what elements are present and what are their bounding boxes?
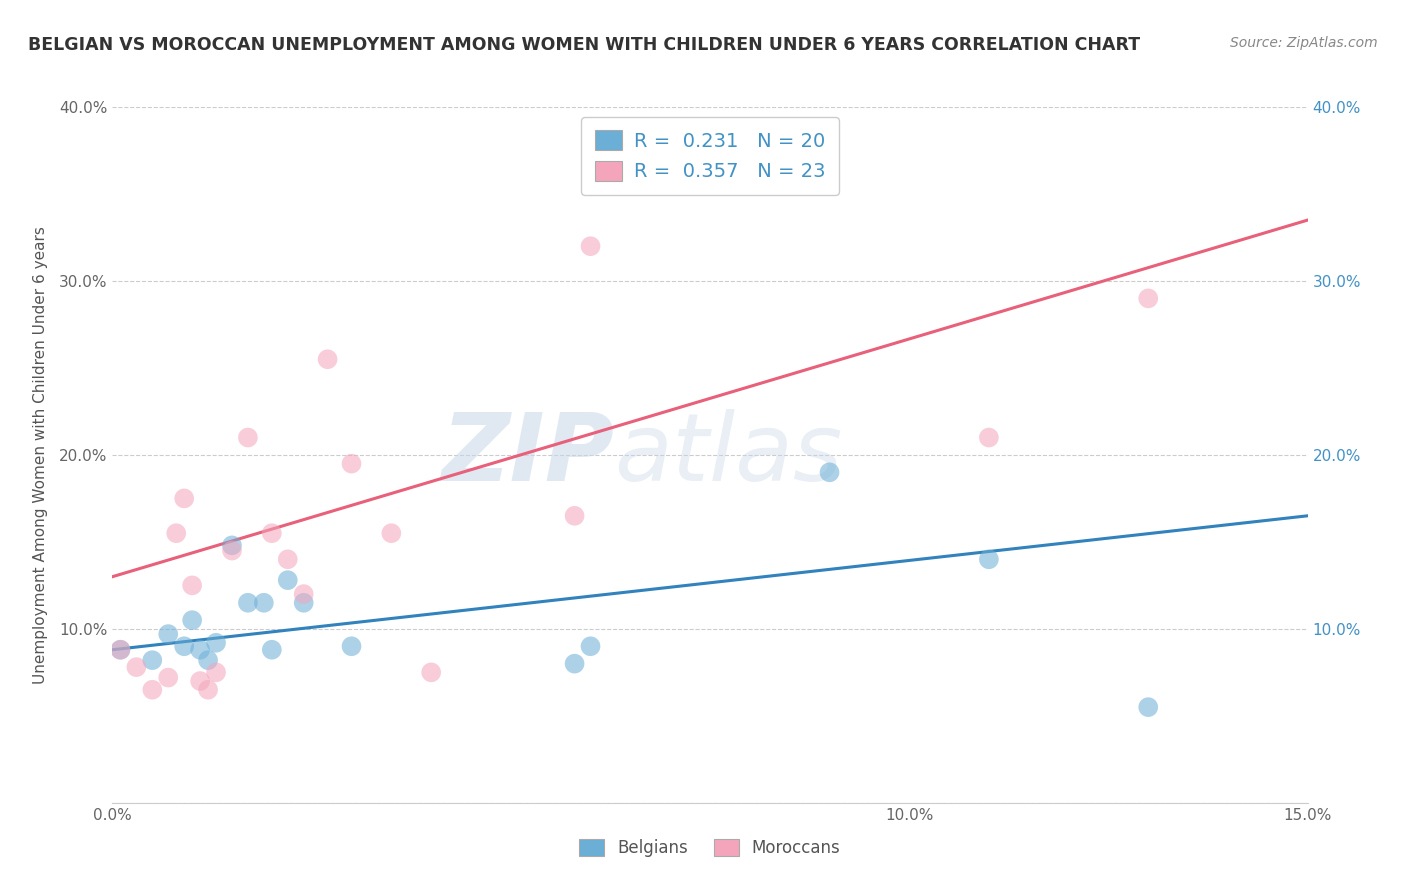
Point — [340, 457, 363, 471]
Point — [380, 526, 402, 541]
Point — [110, 642, 132, 657]
Point — [977, 552, 1000, 566]
Point — [277, 573, 299, 587]
Text: Source: ZipAtlas.com: Source: ZipAtlas.com — [1230, 36, 1378, 50]
Point — [221, 543, 243, 558]
Point — [340, 639, 363, 653]
Legend: Belgians, Moroccans: Belgians, Moroccans — [572, 832, 848, 864]
Point — [197, 682, 219, 697]
Point — [236, 596, 259, 610]
Point — [165, 526, 187, 541]
Point — [125, 660, 148, 674]
Point — [277, 552, 299, 566]
Point — [260, 642, 283, 657]
Point — [173, 639, 195, 653]
Point — [141, 682, 163, 697]
Point — [977, 430, 1000, 444]
Point — [205, 665, 228, 680]
Point — [197, 653, 219, 667]
Point — [188, 674, 211, 689]
Point — [564, 508, 586, 523]
Point — [818, 466, 841, 480]
Point — [173, 491, 195, 506]
Y-axis label: Unemployment Among Women with Children Under 6 years: Unemployment Among Women with Children U… — [32, 226, 48, 684]
Point — [579, 239, 602, 253]
Point — [157, 671, 180, 685]
Point — [316, 352, 339, 367]
Point — [205, 636, 228, 650]
Point — [110, 642, 132, 657]
Point — [157, 627, 180, 641]
Text: ZIP: ZIP — [441, 409, 614, 501]
Point — [188, 642, 211, 657]
Point — [141, 653, 163, 667]
Point — [221, 538, 243, 552]
Point — [181, 578, 204, 592]
Point — [564, 657, 586, 671]
Point — [579, 639, 602, 653]
Point — [253, 596, 276, 610]
Point — [1137, 700, 1160, 714]
Point — [292, 596, 315, 610]
Point — [420, 665, 443, 680]
Point — [260, 526, 283, 541]
Point — [1137, 291, 1160, 305]
Text: BELGIAN VS MOROCCAN UNEMPLOYMENT AMONG WOMEN WITH CHILDREN UNDER 6 YEARS CORRELA: BELGIAN VS MOROCCAN UNEMPLOYMENT AMONG W… — [28, 36, 1140, 54]
Point — [181, 613, 204, 627]
Point — [292, 587, 315, 601]
Point — [236, 430, 259, 444]
Text: atlas: atlas — [614, 409, 842, 500]
